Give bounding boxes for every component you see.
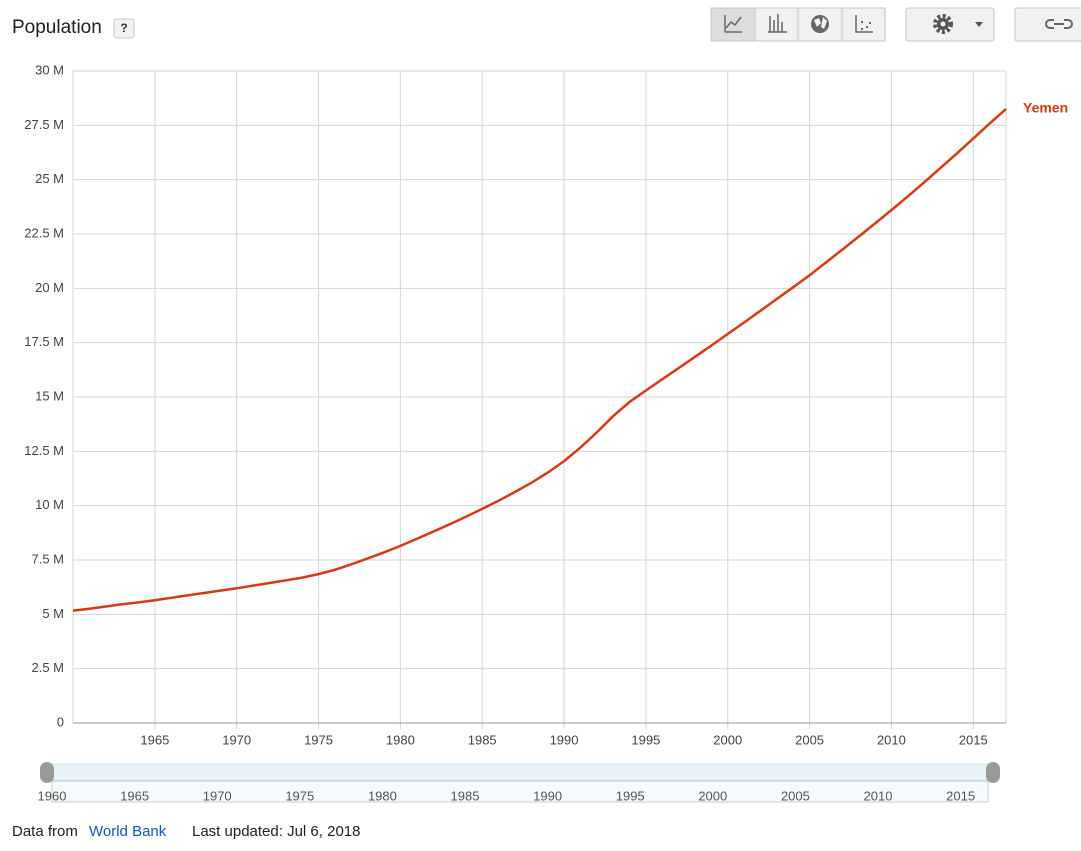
- y-tick-label: 17.5 M: [24, 334, 64, 349]
- link-icon: [1045, 19, 1073, 29]
- help-button[interactable]: [113, 18, 135, 39]
- last-updated: Last updated: Jul 6, 2018: [192, 823, 360, 840]
- slider-label: 2005: [781, 788, 810, 803]
- y-tick-label: 0: [57, 714, 64, 729]
- x-tick-label: 1975: [304, 732, 333, 747]
- bar-icon: [768, 14, 787, 33]
- gear-teeth: [933, 14, 953, 34]
- slider-track[interactable]: [46, 763, 994, 781]
- source-link[interactable]: World Bank: [89, 823, 167, 840]
- y-tick-label: 30 M: [35, 62, 64, 77]
- help-label[interactable]: ?: [120, 21, 127, 35]
- slider-label: 2010: [864, 788, 893, 803]
- slider-label: 1980: [368, 788, 397, 803]
- slider-label: 1995: [616, 788, 645, 803]
- slider-label: 1975: [285, 788, 314, 803]
- x-tick-label: 2010: [877, 732, 906, 747]
- scatter-button[interactable]: [841, 7, 886, 42]
- y-tick-label: 5 M: [42, 606, 64, 621]
- y-tick-label: 22.5 M: [24, 225, 64, 240]
- chart-title: Population: [12, 17, 102, 38]
- y-tick-label: 2.5 M: [31, 660, 64, 675]
- x-tick-label: 1990: [550, 732, 579, 747]
- series-label: Yemen: [1023, 100, 1068, 116]
- range-slider: 1960 1965 1970 1975 1980 1985 1990 1995 2000 2005…: [38, 762, 1000, 803]
- scatter-dots: [861, 21, 871, 30]
- slider-label: 1965: [120, 788, 149, 803]
- source-prefix: Data from: [12, 823, 78, 840]
- x-tick-label: 1995: [631, 732, 660, 747]
- gear-hole: [940, 21, 946, 27]
- globe-land: [814, 17, 827, 29]
- slider-handle-left[interactable]: [40, 762, 54, 783]
- slider-label: 1960: [38, 788, 67, 803]
- x-tick-label: 2005: [795, 732, 824, 747]
- slider-label: 2000: [698, 788, 727, 803]
- chart-type-buttons: [710, 7, 886, 42]
- y-tick-label: 10 M: [35, 497, 64, 512]
- y-tick-label: 25 M: [35, 171, 64, 186]
- slider-scale: [51, 780, 989, 803]
- y-tick-label: 27.5 M: [24, 117, 64, 132]
- plot-area: 0 2.5 M 5 M 7.5 M 10 M 12.5 M 15 M 17.5 M 20 M 22…: [24, 62, 1068, 747]
- slider-handle-right[interactable]: [986, 762, 1000, 783]
- x-tick-label: 2000: [713, 732, 742, 747]
- x-tick-label: 1970: [222, 732, 251, 747]
- x-tick-label: 1965: [140, 732, 169, 747]
- x-tick-label: 2015: [959, 732, 988, 747]
- y-tick-label: 12.5 M: [24, 443, 64, 458]
- slider-label: 1985: [451, 788, 480, 803]
- scatter-axes: [855, 15, 873, 33]
- line-icon: [724, 15, 742, 33]
- slider-label: 1990: [533, 788, 562, 803]
- series-line: [72, 108, 1007, 612]
- slider-label: 1970: [203, 788, 232, 803]
- link-button[interactable]: [1014, 7, 1081, 42]
- y-tick-label: 7.5 M: [31, 551, 64, 566]
- x-tick-label: 1980: [386, 732, 415, 747]
- y-tick-label: 20 M: [35, 280, 64, 295]
- x-tick-label: 1985: [468, 732, 497, 747]
- y-tick-label: 15 M: [35, 388, 64, 403]
- slider-label: 2015: [946, 788, 975, 803]
- dropdown-arrow: [975, 22, 983, 27]
- line-chart-button[interactable]: [710, 7, 756, 42]
